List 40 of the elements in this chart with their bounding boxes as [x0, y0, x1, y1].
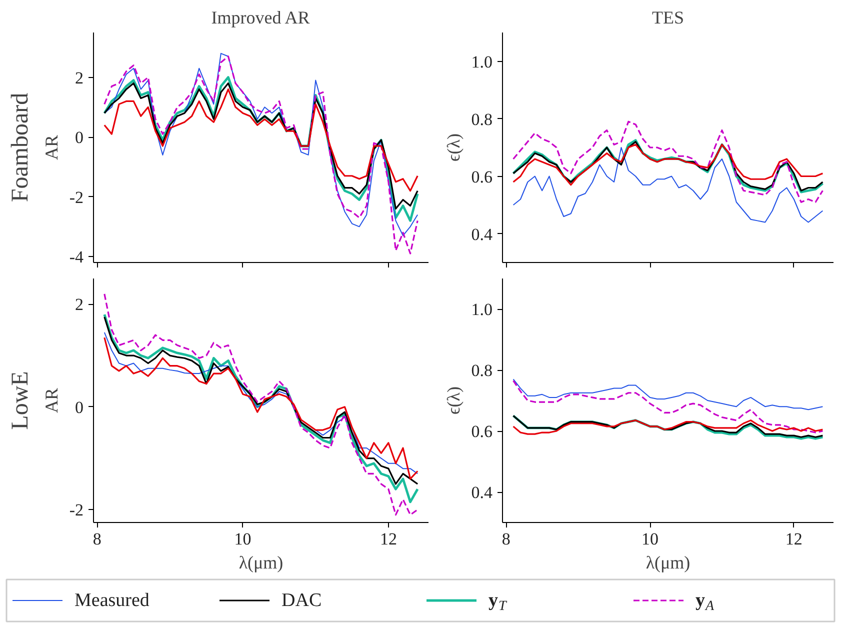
y-tick-label: 0.6 — [471, 422, 492, 441]
y-tick-label: 0.8 — [471, 110, 492, 129]
y-tick-label: -2 — [69, 188, 84, 207]
line-series — [512, 380, 824, 434]
line-series — [512, 378, 824, 410]
y-tick-label: 0.4 — [471, 483, 493, 502]
y-tick-label: 0 — [75, 398, 84, 417]
line-series — [104, 88, 418, 192]
y-axis-title: ϵ(λ) — [443, 386, 464, 414]
text: LowE — [8, 371, 34, 430]
x-axis-title: λ(μm) — [646, 552, 690, 572]
chart-title: TES — [652, 8, 684, 28]
x-tick-label: 8 — [92, 530, 102, 548]
y-axis-title: ϵ(λ) — [443, 133, 464, 162]
y-tick-label: 0.4 — [471, 224, 493, 244]
y-tick-label: 0.6 — [471, 167, 492, 186]
chart-title: Improved AR — [211, 8, 310, 28]
y-tick-label: -2 — [69, 500, 84, 520]
y-tick-label: 2 — [75, 68, 84, 88]
x-tick-label: 12 — [785, 530, 802, 548]
y-tick-label: -4 — [69, 248, 84, 267]
y-tick-label: 0 — [75, 128, 84, 148]
line-series — [512, 144, 824, 186]
line-series — [512, 120, 824, 203]
y-tick-label: 1.0 — [471, 52, 492, 72]
text: Foamboard — [8, 92, 34, 202]
x-axis-title: λ(μm) — [238, 552, 284, 572]
x-tick-label: 12 — [380, 530, 397, 548]
y-axis-title: AR — [41, 388, 62, 413]
x-tick-label: 8 — [502, 530, 510, 548]
x-tick-label: 10 — [642, 530, 659, 548]
legend-label: Measured — [74, 590, 150, 611]
line-series — [512, 420, 824, 435]
y-tick-label: 2 — [75, 295, 84, 314]
y-axis-title: AR — [41, 134, 62, 160]
legend-label: DAC — [282, 590, 322, 611]
line-series — [512, 147, 824, 223]
x-tick-label: 10 — [234, 530, 252, 548]
y-tick-label: 1.0 — [471, 300, 492, 319]
y-tick-label: 0.8 — [471, 361, 492, 380]
